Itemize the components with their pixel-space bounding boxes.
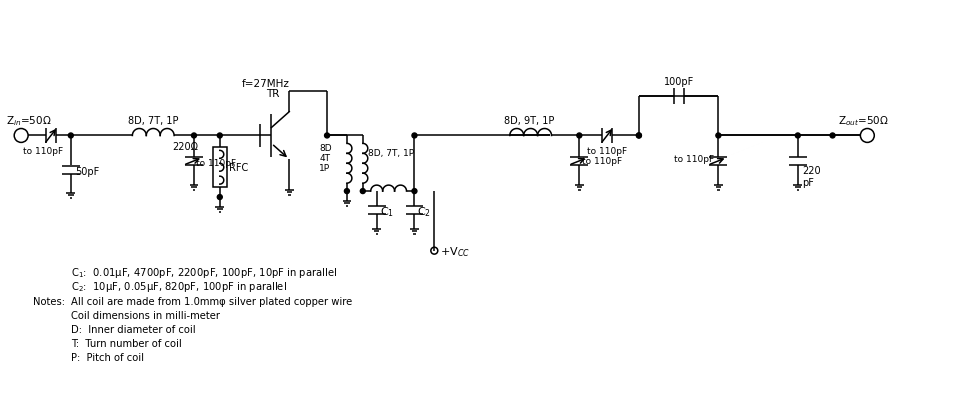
Text: to 110pF: to 110pF bbox=[673, 155, 713, 164]
Text: C$_1$: C$_1$ bbox=[380, 205, 394, 218]
Text: Notes:: Notes: bbox=[33, 296, 65, 307]
Circle shape bbox=[830, 134, 835, 139]
Text: 4T: 4T bbox=[319, 154, 330, 163]
Text: C$_1$:  0.01μF, 4700pF, 2200pF, 100pF, 10pF in parallel: C$_1$: 0.01μF, 4700pF, 2200pF, 100pF, 10… bbox=[71, 265, 338, 279]
Text: 220Ω: 220Ω bbox=[172, 142, 199, 152]
Text: TR: TR bbox=[267, 89, 280, 98]
Text: +V$_{CC}$: +V$_{CC}$ bbox=[440, 245, 470, 259]
Circle shape bbox=[412, 134, 417, 139]
Text: T:  Turn number of coil: T: Turn number of coil bbox=[71, 338, 181, 348]
Text: Coil dimensions in milli-meter: Coil dimensions in milli-meter bbox=[71, 311, 220, 320]
Text: 8D, 9T, 1P: 8D, 9T, 1P bbox=[504, 115, 555, 125]
Circle shape bbox=[412, 189, 417, 194]
Circle shape bbox=[715, 134, 721, 139]
Circle shape bbox=[192, 134, 197, 139]
Text: f=27MHz: f=27MHz bbox=[242, 79, 290, 89]
Text: to 110pF: to 110pF bbox=[587, 147, 627, 156]
Circle shape bbox=[68, 134, 73, 139]
Text: C$_2$: C$_2$ bbox=[417, 205, 432, 218]
Text: 220
pF: 220 pF bbox=[802, 166, 820, 188]
Text: Z$_{in}$=50Ω: Z$_{in}$=50Ω bbox=[7, 114, 52, 128]
Text: Z$_{out}$=50Ω: Z$_{out}$=50Ω bbox=[837, 114, 888, 128]
Circle shape bbox=[324, 134, 330, 139]
Text: D:  Inner diameter of coil: D: Inner diameter of coil bbox=[71, 324, 196, 334]
Circle shape bbox=[637, 134, 642, 139]
Bar bbox=[213, 148, 226, 188]
Text: to 110pF: to 110pF bbox=[23, 147, 63, 156]
Text: 50pF: 50pF bbox=[75, 167, 99, 177]
Circle shape bbox=[576, 134, 582, 139]
Text: to 110pF: to 110pF bbox=[582, 157, 622, 166]
Circle shape bbox=[218, 195, 222, 200]
Text: P:  Pitch of coil: P: Pitch of coil bbox=[71, 352, 144, 362]
Circle shape bbox=[218, 134, 222, 139]
Text: 8D, 7T, 1P: 8D, 7T, 1P bbox=[367, 149, 414, 158]
Circle shape bbox=[344, 189, 349, 194]
Circle shape bbox=[637, 134, 642, 139]
Text: to 110pF: to 110pF bbox=[196, 159, 236, 168]
Circle shape bbox=[795, 134, 801, 139]
Text: C$_2$:  10μF, 0.05μF, 820pF, 100pF in parallel: C$_2$: 10μF, 0.05μF, 820pF, 100pF in par… bbox=[71, 280, 287, 294]
Text: 1P: 1P bbox=[319, 164, 330, 173]
Text: 8D, 7T, 1P: 8D, 7T, 1P bbox=[128, 115, 178, 125]
Text: 100pF: 100pF bbox=[664, 77, 693, 87]
Text: 8D: 8D bbox=[319, 144, 332, 153]
Circle shape bbox=[361, 189, 365, 194]
Text: All coil are made from 1.0mmφ silver plated copper wire: All coil are made from 1.0mmφ silver pla… bbox=[71, 296, 352, 307]
Text: RFC: RFC bbox=[229, 163, 248, 173]
